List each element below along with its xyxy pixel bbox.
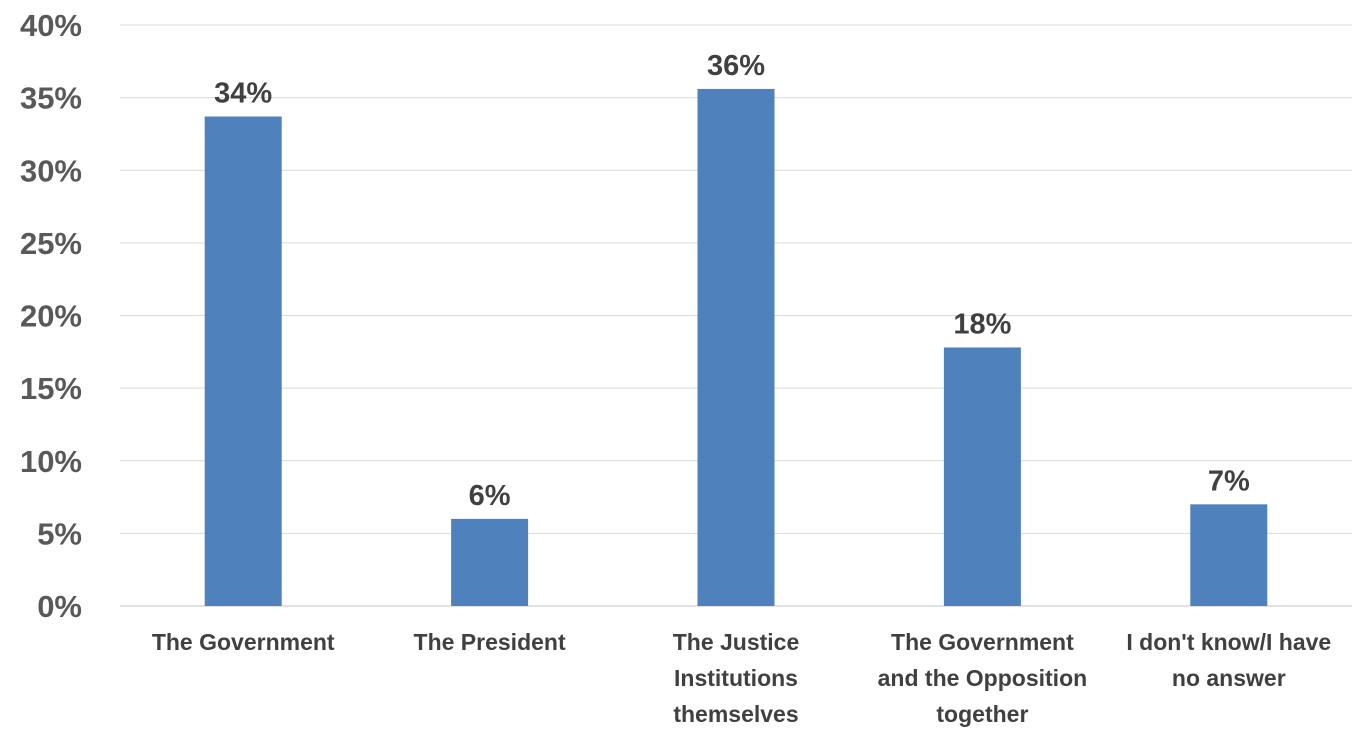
bar xyxy=(204,116,282,606)
x-category-label: The Government xyxy=(152,629,335,655)
data-label: 36% xyxy=(707,50,765,82)
x-category-label: The Government and the Opposition together xyxy=(878,629,1088,727)
bar xyxy=(943,347,1021,606)
bar xyxy=(451,518,529,606)
y-axis-ticks: 0% 5% 10% 15% 20% 25% 30% 35% 40% xyxy=(20,8,82,624)
data-label: 7% xyxy=(1208,465,1250,497)
y-tick-label: 40% xyxy=(20,8,82,43)
bars xyxy=(204,88,1268,606)
x-axis-categories: The Government The President The Justice In… xyxy=(152,629,1331,727)
data-labels: 34% 6% 36% 18% 7% xyxy=(214,50,1250,512)
bar xyxy=(1190,504,1268,606)
y-tick-label: 35% xyxy=(20,81,82,116)
y-tick-label: 20% xyxy=(20,299,82,334)
y-tick-label: 10% xyxy=(20,444,82,479)
y-tick-label: 5% xyxy=(37,516,82,551)
bar xyxy=(697,88,775,606)
y-tick-label: 15% xyxy=(20,371,82,406)
y-tick-label: 0% xyxy=(37,589,82,624)
data-label: 34% xyxy=(214,78,272,110)
x-category-label: I don't know/I have no answer xyxy=(1126,629,1331,691)
x-category-label: The President xyxy=(414,629,566,655)
y-tick-label: 25% xyxy=(20,226,82,261)
x-category-label: The Justice Institutions themselves xyxy=(673,629,800,727)
y-tick-label: 30% xyxy=(20,153,82,188)
data-label: 18% xyxy=(953,308,1011,340)
data-label: 6% xyxy=(469,480,511,512)
